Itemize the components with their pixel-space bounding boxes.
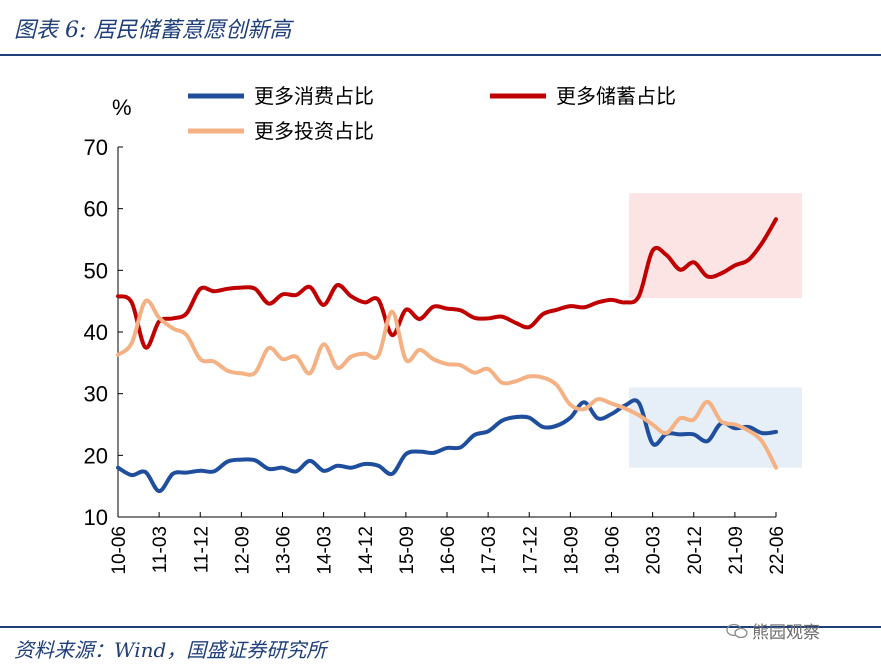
x-tick-label: 20-12 <box>685 526 706 575</box>
legend-label-savings: 更多储蓄占比 <box>556 84 676 108</box>
x-tick-label: 10-06 <box>109 526 130 575</box>
y-tick-label: 10 <box>84 505 108 530</box>
x-tick-label: 14-03 <box>315 526 336 575</box>
x-tick-label: 19-06 <box>603 526 624 575</box>
x-tick-label: 14-12 <box>356 526 377 575</box>
x-tick-label: 17-03 <box>479 526 500 575</box>
x-tick-label: 11-03 <box>150 526 171 573</box>
chart-legend: 更多消费占比 更多储蓄占比 更多投资占比 <box>188 84 676 143</box>
x-tick-label: 22-06 <box>767 526 788 575</box>
wechat-icon <box>726 623 748 638</box>
x-tick-label: 18-09 <box>561 526 582 575</box>
legend-label-investment: 更多投资占比 <box>254 119 374 143</box>
y-tick-label: 50 <box>84 258 108 283</box>
x-tick-label: 21-09 <box>726 526 747 575</box>
figure-title: 图表 6: 居民储蓄意愿创新高 <box>14 18 292 43</box>
x-tick-label: 15-09 <box>397 526 418 575</box>
watermark: 熊园观察 <box>726 618 820 643</box>
x-tick-label: 20-03 <box>644 526 665 575</box>
chart-axes: 10 20 30 40 50 60 70 10-06 11-03 11-12 12-09 13-06 1… <box>84 135 788 575</box>
x-tick-label: 16-06 <box>438 526 459 575</box>
y-tick-label: 30 <box>84 382 108 407</box>
y-tick-label: 60 <box>84 197 108 222</box>
x-tick-label: 17-12 <box>520 526 541 575</box>
series-line-savings <box>116 217 778 350</box>
x-tick-label: 12-09 <box>232 526 253 575</box>
y-tick-label: 40 <box>84 320 108 345</box>
y-tick-label: 70 <box>84 135 108 160</box>
y-tick-label: 20 <box>84 443 108 468</box>
series-line-investment <box>116 298 778 470</box>
source-rule <box>0 626 881 628</box>
x-tick-label: 13-06 <box>274 526 295 575</box>
y-axis-unit: % <box>112 95 132 120</box>
legend-label-consumption: 更多消费占比 <box>254 84 374 108</box>
highlight-regions <box>628 193 802 468</box>
highlight-savings-region <box>628 193 802 299</box>
source-note: 资料来源：Wind，国盛证券研究所 <box>14 638 327 662</box>
series-lines <box>116 217 778 494</box>
title-rule <box>0 54 881 56</box>
x-tick-label: 11-12 <box>191 526 212 573</box>
watermark-text: 熊园观察 <box>752 623 820 643</box>
